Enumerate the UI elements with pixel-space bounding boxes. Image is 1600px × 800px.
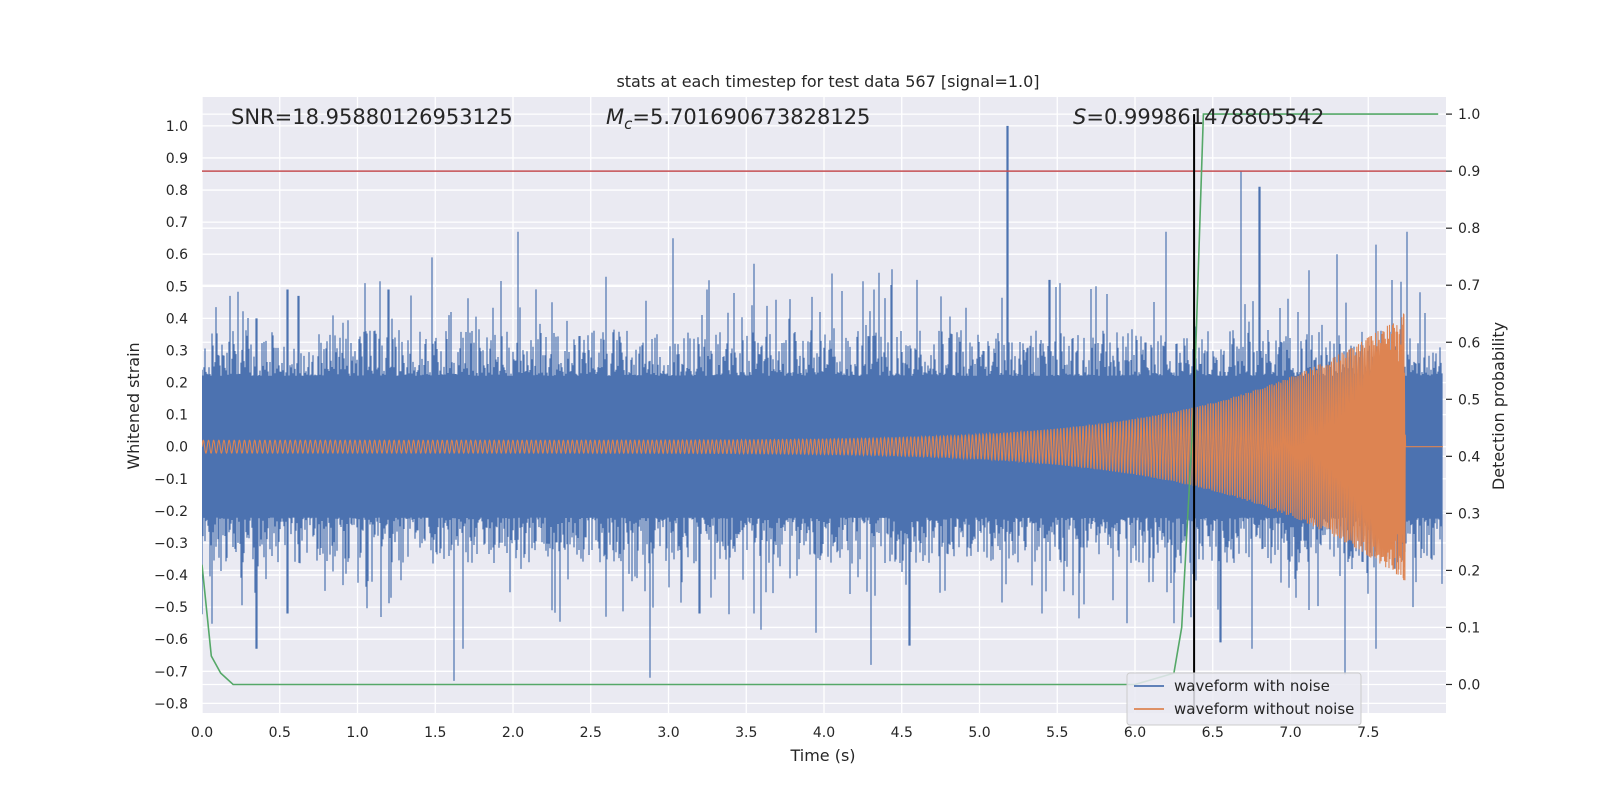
y-tick-label-right: 0.3 — [1458, 506, 1480, 522]
y-tick-label-left: 0.6 — [166, 247, 188, 263]
legend-label-noise: waveform with noise — [1174, 677, 1330, 695]
y-tick-label-left: 0.7 — [166, 215, 188, 231]
series-detection-probability — [202, 113, 1439, 686]
y-tick-label-left: −0.5 — [154, 600, 188, 616]
x-tick-label: 1.5 — [424, 725, 446, 741]
s-annotation: S=0.999861478805542 — [1073, 105, 1324, 129]
y-tick-label-left: −0.8 — [154, 696, 188, 712]
chart-title: stats at each timestep for test data 567… — [616, 72, 1039, 91]
y-tick-label-left: 0.2 — [166, 376, 188, 392]
series-waveform-without-noise — [202, 313, 1443, 581]
legend: waveform with noise waveform without noi… — [1126, 672, 1362, 726]
s-value: =0.999861478805542 — [1086, 105, 1324, 129]
y-tick-label-left: 0.1 — [166, 408, 188, 424]
x-tick-label: 3.0 — [657, 725, 679, 741]
y-tick-label-right: 0.2 — [1458, 563, 1480, 579]
x-tick-label: 2.5 — [580, 725, 602, 741]
y-tick-label-right: 0.5 — [1458, 392, 1480, 408]
x-tick-label: 4.5 — [891, 725, 913, 741]
s-symbol: S — [1073, 105, 1086, 129]
x-tick-label: 6.0 — [1124, 725, 1146, 741]
x-tick-label: 0.0 — [191, 725, 213, 741]
y-tick-label-right: 0.4 — [1458, 449, 1480, 465]
legend-box — [1126, 672, 1362, 726]
x-tick-label: 6.5 — [1202, 725, 1224, 741]
mc-value: =5.701690673828125 — [632, 105, 870, 129]
mc-symbol: M — [606, 105, 624, 129]
y-tick-label-right: 0.9 — [1458, 164, 1480, 180]
left-axis: −0.8 −0.7 −0.6 −0.5 −0.4 −0.3 −0.2 −0.1 0.0 0.1 0.… — [154, 119, 188, 713]
y-tick-label-left: −0.1 — [154, 472, 188, 488]
x-tick-label: 7.5 — [1357, 725, 1379, 741]
y-tick-label-right: 0.0 — [1458, 677, 1480, 693]
x-tick-label: 2.0 — [502, 725, 524, 741]
x-tick-label: 5.5 — [1046, 725, 1068, 741]
y-axis-label-left: Whitened strain — [124, 342, 143, 469]
x-tick-label: 4.0 — [813, 725, 835, 741]
x-tick-label: 0.5 — [269, 725, 291, 741]
y-tick-label-right: 0.1 — [1458, 620, 1480, 636]
y-tick-label-left: −0.4 — [154, 568, 188, 584]
y-tick-label-left: 0.8 — [166, 183, 188, 199]
y-tick-label-left: 0.4 — [166, 311, 188, 327]
y-axis-label-right: Detection probability — [1489, 322, 1508, 490]
y-tick-label-right: 0.8 — [1458, 221, 1480, 237]
y-tick-label-left: 0.5 — [166, 279, 188, 295]
x-tick-label: 7.0 — [1279, 725, 1301, 741]
y-tick-label-left: 0.0 — [166, 440, 188, 456]
x-axis-label: Time (s) — [789, 746, 855, 765]
x-tick-label: 5.0 — [968, 725, 990, 741]
y-tick-label-left: −0.7 — [154, 664, 188, 680]
mc-annotation: Mc=5.701690673828125 — [606, 105, 870, 133]
x-axis: 0.0 0.5 1.0 1.5 2.0 2.5 3.0 3.5 4.0 4.5 5.0 5.5 6.0 6… — [191, 725, 1380, 741]
y-tick-label-left: 0.3 — [166, 343, 188, 359]
mc-subscript: c — [624, 115, 633, 133]
legend-label-clean: waveform without noise — [1174, 700, 1354, 718]
snr-annotation: SNR=18.95880126953125 — [231, 105, 513, 129]
y-tick-label-left: −0.3 — [154, 536, 188, 552]
right-axis: 0.0 0.1 0.2 0.3 0.4 0.5 0.6 0.7 0.8 0.9 1.0 — [1446, 107, 1480, 693]
series-layer — [202, 113, 1446, 713]
y-tick-label-left: 1.0 — [166, 119, 188, 135]
x-tick-label: 3.5 — [735, 725, 757, 741]
y-tick-label-right: 1.0 — [1458, 107, 1480, 123]
y-tick-label-left: −0.6 — [154, 632, 188, 648]
y-tick-label-left: 0.9 — [166, 151, 188, 167]
y-tick-label-right: 0.6 — [1458, 335, 1480, 351]
y-tick-label-left: −0.2 — [154, 504, 188, 520]
y-tick-label-right: 0.7 — [1458, 278, 1480, 294]
x-tick-label: 1.0 — [346, 725, 368, 741]
